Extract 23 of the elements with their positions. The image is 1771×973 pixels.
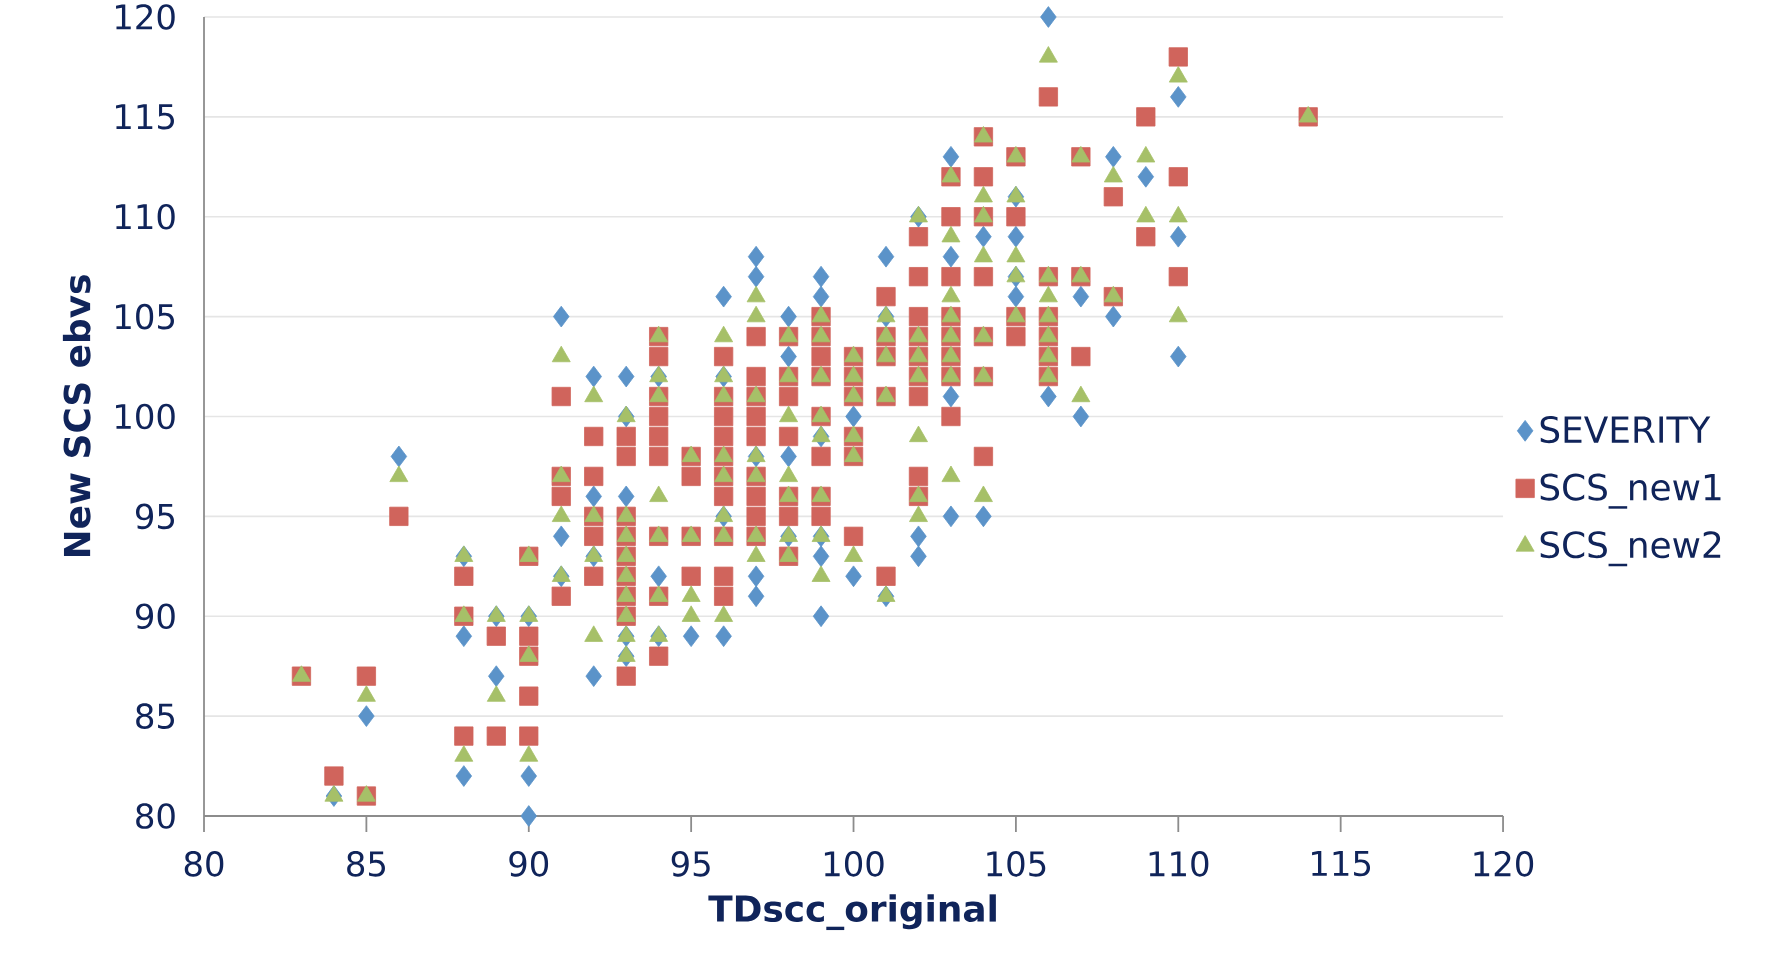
y-tick-label: 105 [116, 303, 174, 330]
x-tick-label: 80 [184, 851, 224, 877]
legend-label: SCS_new1 [1540, 473, 1721, 509]
x-tick-label: 95 [671, 851, 710, 877]
x-axis-title: TDscc_original [708, 894, 996, 931]
x-tick-label: 115 [1312, 851, 1371, 877]
y-tick-label: 90 [135, 603, 175, 630]
y-tick-label: 110 [116, 203, 175, 230]
x-tick-label: 120 [1474, 851, 1534, 877]
y-axis-title: New SCS ebvs [62, 275, 91, 557]
legend-label: SEVERITY [1540, 416, 1711, 444]
y-tick-label: 120 [116, 4, 175, 30]
y-tick-label: 85 [136, 703, 174, 729]
x-tick-label: 110 [1149, 851, 1209, 877]
x-tick-label: 105 [987, 851, 1046, 877]
x-tick-label: 90 [509, 851, 549, 877]
y-tick-label: 115 [116, 104, 174, 130]
y-tick-label: 95 [135, 503, 174, 530]
y-tick-label: 80 [136, 803, 175, 829]
legend-label: SCS_new2 [1540, 531, 1721, 567]
x-tick-label: 100 [824, 851, 884, 877]
x-tick-label: 85 [347, 851, 385, 877]
y-tick-label: 100 [116, 403, 175, 430]
